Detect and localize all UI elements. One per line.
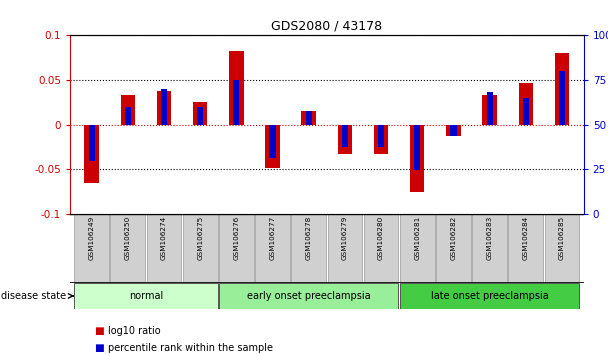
Bar <box>482 95 497 125</box>
Text: GSM106275: GSM106275 <box>197 216 203 261</box>
Bar <box>410 125 424 192</box>
Bar <box>446 125 461 136</box>
Bar <box>255 214 290 283</box>
Bar <box>302 112 316 125</box>
Bar <box>472 214 507 283</box>
Bar <box>306 112 312 125</box>
Bar <box>519 83 533 125</box>
Bar <box>120 95 135 125</box>
Text: GSM106281: GSM106281 <box>414 216 420 261</box>
Bar <box>219 283 398 309</box>
Bar <box>219 214 254 283</box>
Bar <box>233 80 240 125</box>
Bar <box>364 214 398 283</box>
Bar <box>400 214 435 283</box>
Text: GSM106283: GSM106283 <box>486 216 492 261</box>
Text: ■: ■ <box>94 326 104 336</box>
Bar <box>486 92 492 125</box>
Title: GDS2080 / 43178: GDS2080 / 43178 <box>271 20 382 33</box>
Bar <box>85 125 99 183</box>
Bar <box>523 98 529 125</box>
Bar <box>414 125 420 170</box>
Bar <box>229 51 244 125</box>
Text: GSM106282: GSM106282 <box>451 216 457 261</box>
Text: GSM106284: GSM106284 <box>523 216 529 261</box>
Text: GSM106279: GSM106279 <box>342 216 348 261</box>
Text: GSM106280: GSM106280 <box>378 216 384 261</box>
Bar <box>74 283 218 309</box>
Bar <box>269 125 275 158</box>
Bar <box>378 125 384 147</box>
Text: normal: normal <box>129 291 163 301</box>
Bar <box>451 125 457 136</box>
Bar <box>508 214 543 283</box>
Bar <box>554 53 569 125</box>
Bar <box>342 125 348 147</box>
Text: GSM106277: GSM106277 <box>269 216 275 261</box>
Text: ■: ■ <box>94 343 104 353</box>
Bar <box>147 214 181 283</box>
Bar <box>337 125 352 154</box>
Bar <box>265 125 280 168</box>
Bar <box>183 214 218 283</box>
Bar <box>74 214 109 283</box>
Bar <box>400 283 579 309</box>
Text: GSM106285: GSM106285 <box>559 216 565 261</box>
Bar <box>328 214 362 283</box>
Bar <box>193 102 207 125</box>
Text: percentile rank within the sample: percentile rank within the sample <box>108 343 272 353</box>
Bar <box>374 125 389 154</box>
Bar <box>197 107 203 125</box>
Bar <box>559 71 565 125</box>
Text: GSM106274: GSM106274 <box>161 216 167 261</box>
Text: late onset preeclampsia: late onset preeclampsia <box>430 291 548 301</box>
Text: log10 ratio: log10 ratio <box>108 326 161 336</box>
Bar <box>545 214 579 283</box>
Bar <box>125 107 131 125</box>
Text: GSM106278: GSM106278 <box>306 216 312 261</box>
Text: early onset preeclampsia: early onset preeclampsia <box>247 291 370 301</box>
Text: GSM106249: GSM106249 <box>89 216 95 261</box>
Bar <box>89 125 95 161</box>
Bar <box>111 214 145 283</box>
Text: GSM106276: GSM106276 <box>233 216 240 261</box>
Bar <box>161 89 167 125</box>
Bar <box>436 214 471 283</box>
Text: GSM106250: GSM106250 <box>125 216 131 261</box>
Bar <box>291 214 326 283</box>
Text: disease state: disease state <box>1 291 66 301</box>
Bar <box>157 91 171 125</box>
